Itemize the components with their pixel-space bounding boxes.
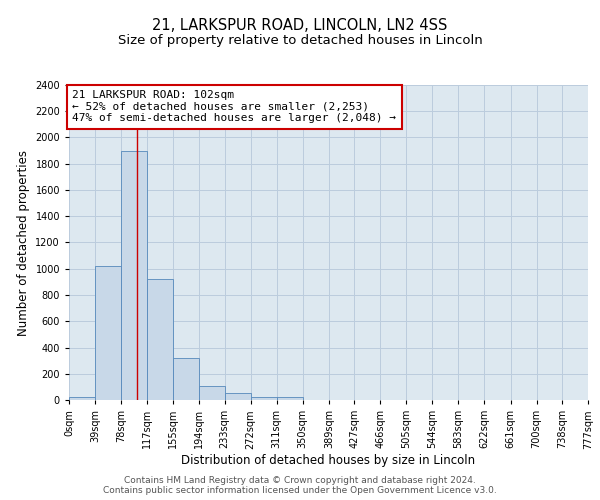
- Bar: [173, 358, 199, 400]
- Text: 21 LARKSPUR ROAD: 102sqm
← 52% of detached houses are smaller (2,253)
47% of sem: 21 LARKSPUR ROAD: 102sqm ← 52% of detach…: [73, 90, 397, 124]
- Bar: [147, 279, 173, 400]
- Text: 21, LARKSPUR ROAD, LINCOLN, LN2 4SS: 21, LARKSPUR ROAD, LINCOLN, LN2 4SS: [152, 18, 448, 32]
- Bar: [121, 150, 147, 400]
- Bar: [251, 396, 277, 400]
- Text: Size of property relative to detached houses in Lincoln: Size of property relative to detached ho…: [118, 34, 482, 47]
- Bar: [199, 386, 224, 400]
- Bar: [277, 398, 303, 400]
- Bar: [224, 394, 251, 400]
- Text: Contains HM Land Registry data © Crown copyright and database right 2024.
Contai: Contains HM Land Registry data © Crown c…: [103, 476, 497, 495]
- Bar: [95, 266, 121, 400]
- Bar: [69, 398, 95, 400]
- X-axis label: Distribution of detached houses by size in Lincoln: Distribution of detached houses by size …: [181, 454, 476, 467]
- Y-axis label: Number of detached properties: Number of detached properties: [17, 150, 29, 336]
